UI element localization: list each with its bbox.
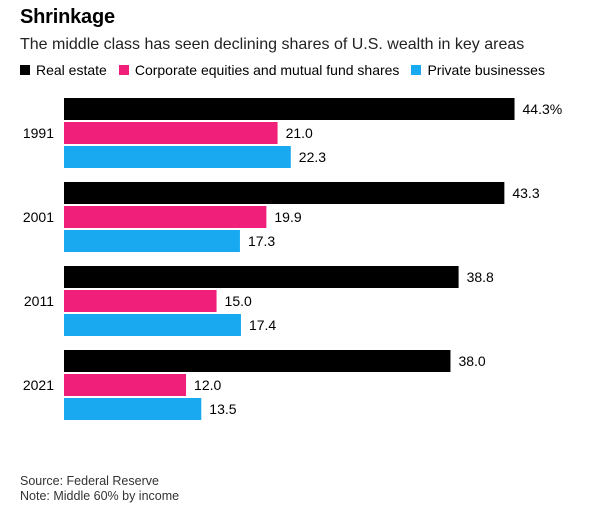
bar-2011-series-0	[64, 266, 459, 288]
source-note: Source: Federal Reserve	[20, 474, 159, 488]
data-label-2011-series-1: 15.0	[225, 293, 252, 309]
legend-swatch-private-businesses	[411, 65, 422, 75]
legend-item-real-estate: Real estate	[20, 62, 107, 78]
bar-1991-series-0	[64, 98, 515, 120]
legend-item-private-businesses: Private businesses	[411, 62, 545, 78]
category-label-1991: 1991	[23, 125, 54, 141]
bar-2021-series-1	[64, 374, 187, 396]
footnote: Note: Middle 60% by income	[20, 489, 180, 503]
data-label-1991-series-0: 44.3%	[523, 101, 563, 117]
chart-subtitle: The middle class has seen declining shar…	[20, 36, 525, 53]
legend-label-real-estate: Real estate	[36, 62, 107, 78]
category-label-2011: 2011	[24, 293, 54, 309]
bar-2011-series-2	[64, 314, 241, 336]
legend: Real estate Corporate equities and mutua…	[20, 62, 557, 78]
legend-label-equities: Corporate equities and mutual fund share…	[134, 62, 400, 78]
data-label-2021-series-0: 38.0	[458, 353, 485, 369]
legend-swatch-equities	[118, 65, 129, 75]
footer: Source: Federal Reserve Note: Middle 60%…	[20, 474, 179, 504]
bar-2001-series-1	[64, 206, 267, 228]
data-label-1991-series-1: 21.0	[286, 125, 313, 141]
legend-label-private-businesses: Private businesses	[427, 62, 545, 78]
bar-2021-series-0	[64, 350, 451, 372]
category-label-2001: 2001	[23, 209, 54, 225]
category-label-2021: 2021	[23, 377, 54, 393]
bar-2001-series-0	[64, 182, 505, 204]
bar-2011-series-1	[64, 290, 217, 312]
data-label-1991-series-2: 22.3	[299, 149, 326, 165]
data-label-2001-series-0: 43.3	[512, 185, 539, 201]
bar-chart: 1991 44.3% 21.0 22.3 2001 43.3 19.9 17.3 2011 38.…	[23, 96, 563, 422]
bar-2021-series-2	[64, 398, 202, 420]
data-label-2001-series-2: 17.3	[248, 233, 275, 249]
data-label-2001-series-1: 19.9	[274, 209, 301, 225]
data-label-2011-series-0: 38.8	[467, 269, 494, 285]
bar-1991-series-2	[64, 146, 291, 168]
chart-title: Shrinkage	[20, 6, 115, 28]
data-label-2021-series-1: 12.0	[194, 377, 221, 393]
bar-1991-series-1	[64, 122, 278, 144]
bar-2001-series-2	[64, 230, 240, 252]
data-label-2021-series-2: 13.5	[209, 401, 236, 417]
legend-swatch-real-estate	[20, 65, 30, 75]
data-label-2011-series-2: 17.4	[249, 317, 276, 333]
legend-item-equities: Corporate equities and mutual fund share…	[118, 62, 400, 78]
